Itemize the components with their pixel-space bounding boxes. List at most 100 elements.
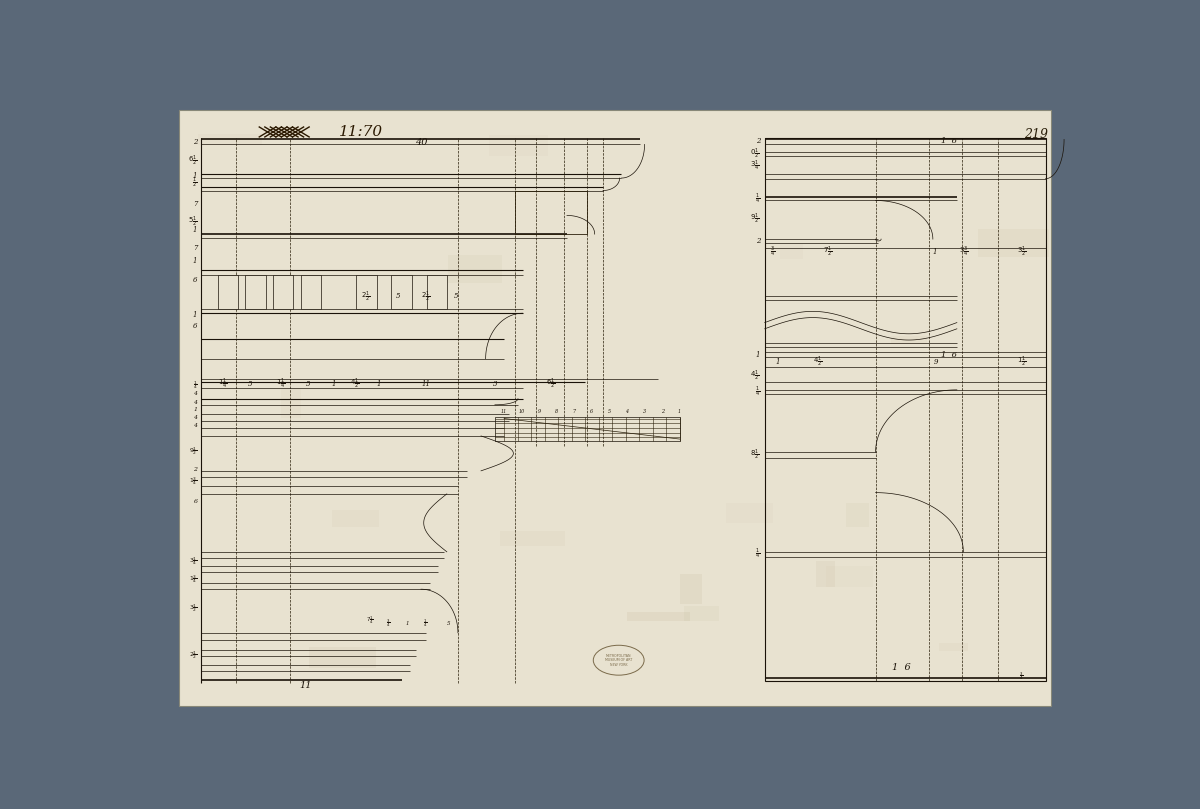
Text: 7: 7 [193,244,197,252]
Text: 1  6: 1 6 [942,138,958,146]
Text: $1\frac{1}{4}$: $1\frac{1}{4}$ [217,376,227,391]
Text: 7: 7 [572,409,576,414]
Text: 11: 11 [422,379,431,388]
Text: 4: 4 [193,423,197,428]
Text: 2: 2 [193,138,197,146]
Bar [217,274,238,309]
Text: $6\frac{1}{2}$: $6\frac{1}{2}$ [546,376,556,391]
Text: 1: 1 [193,407,197,412]
Bar [246,274,265,309]
Text: 1: 1 [756,351,760,359]
Bar [938,643,968,650]
Bar [198,134,263,146]
Bar [426,274,446,309]
Text: 1: 1 [932,248,937,256]
Text: 5: 5 [306,379,311,388]
Bar [500,531,565,546]
Text: 1: 1 [775,358,780,366]
Text: $1\frac{3}{4}$: $1\frac{3}{4}$ [188,574,197,585]
Text: $\frac{1}{4}$: $\frac{1}{4}$ [192,379,197,391]
Text: $7\frac{1}{4}$: $7\frac{1}{4}$ [366,615,374,626]
Text: 40: 40 [415,138,427,147]
Bar [331,510,379,527]
Text: $3\frac{3}{4}$: $3\frac{3}{4}$ [959,244,968,259]
Text: $3\frac{1}{4}$: $3\frac{1}{4}$ [750,159,760,173]
Bar [684,606,719,621]
Bar [301,274,322,309]
Text: 3: 3 [643,409,646,414]
Text: 3: 3 [493,379,497,388]
Bar [281,388,301,417]
Text: 2: 2 [756,237,760,245]
Text: 5: 5 [454,292,458,300]
Text: $9\frac{1}{2}$: $9\frac{1}{2}$ [750,211,760,226]
Text: 5: 5 [446,621,450,626]
Text: $2\frac{1}{2}$: $2\frac{1}{2}$ [421,290,431,303]
Text: 2: 2 [756,138,760,146]
Text: $\frac{1}{4}$: $\frac{1}{4}$ [755,547,760,561]
Text: 6: 6 [193,322,197,330]
Text: $2\frac{1}{2}$: $2\frac{1}{2}$ [188,649,197,661]
Bar [448,255,502,283]
Text: 1  6: 1 6 [892,663,911,671]
Text: 1  6: 1 6 [942,351,958,359]
Text: 1: 1 [377,379,380,388]
Text: 2: 2 [193,467,197,472]
Bar [515,191,587,234]
Bar [488,135,547,156]
Bar [274,274,294,309]
Text: $1\frac{1}{2}$: $1\frac{1}{2}$ [1016,354,1026,369]
Text: 8: 8 [556,409,558,414]
Bar [310,647,376,668]
Text: 4: 4 [193,391,197,396]
Text: 2: 2 [660,409,664,414]
Text: $1\frac{1}{4}$: $1\frac{1}{4}$ [276,376,286,391]
Text: $4\frac{1}{2}$: $4\frac{1}{2}$ [349,376,359,391]
Text: 6: 6 [590,409,594,414]
Text: $3\frac{1}{2}$: $3\frac{1}{2}$ [188,602,197,614]
Bar [846,503,870,527]
Bar [680,574,702,604]
Text: $\frac{1}{4}$: $\frac{1}{4}$ [755,384,760,399]
Text: 11:70: 11:70 [338,125,383,139]
Bar [827,566,874,587]
Text: 1: 1 [193,226,197,234]
Text: 1: 1 [406,621,409,626]
Text: 5: 5 [608,409,611,414]
Text: $\frac{1}{4}$: $\frac{1}{4}$ [424,617,428,629]
Bar [356,274,377,309]
Text: $4\frac{1}{2}$: $4\frac{1}{2}$ [814,354,823,369]
Text: 1: 1 [193,172,197,180]
Bar [780,244,803,260]
Text: $7\frac{1}{2}$: $7\frac{1}{2}$ [823,244,833,259]
Text: METROPOLITAN
MUSEUM OF ART
NEW YORK: METROPOLITAN MUSEUM OF ART NEW YORK [605,654,632,667]
Text: 219: 219 [1025,128,1049,141]
Text: $0\frac{1}{2}$: $0\frac{1}{2}$ [750,146,760,161]
Text: $9\frac{1}{2}$: $9\frac{1}{2}$ [188,445,197,457]
Bar [726,503,773,523]
Text: 6: 6 [193,276,197,284]
Text: 4: 4 [625,409,629,414]
Text: $5\frac{1}{2}$: $5\frac{1}{2}$ [187,214,197,229]
Text: $1\frac{3}{4}$: $1\frac{3}{4}$ [188,476,197,487]
Text: 7: 7 [193,200,197,208]
Bar [494,417,679,441]
Text: 9: 9 [538,409,541,414]
Text: 5: 5 [247,379,252,388]
Text: 11: 11 [299,681,312,690]
Text: 4: 4 [193,415,197,421]
Bar [628,612,690,621]
Text: 6: 6 [193,499,197,505]
Text: $\frac{1}{2}$: $\frac{1}{2}$ [192,176,197,189]
Text: 1: 1 [193,311,197,319]
Text: $4\frac{1}{2}$: $4\frac{1}{2}$ [750,368,760,383]
Text: $\frac{3}{4}$: $\frac{3}{4}$ [386,617,391,629]
Bar [978,229,1049,257]
Text: 9: 9 [934,358,938,366]
Bar [764,138,1045,681]
Text: $\frac{3}{4}$: $\frac{3}{4}$ [769,244,775,259]
Bar [391,274,412,309]
Text: 11: 11 [500,409,508,414]
Bar [816,561,834,587]
Bar [890,337,928,344]
